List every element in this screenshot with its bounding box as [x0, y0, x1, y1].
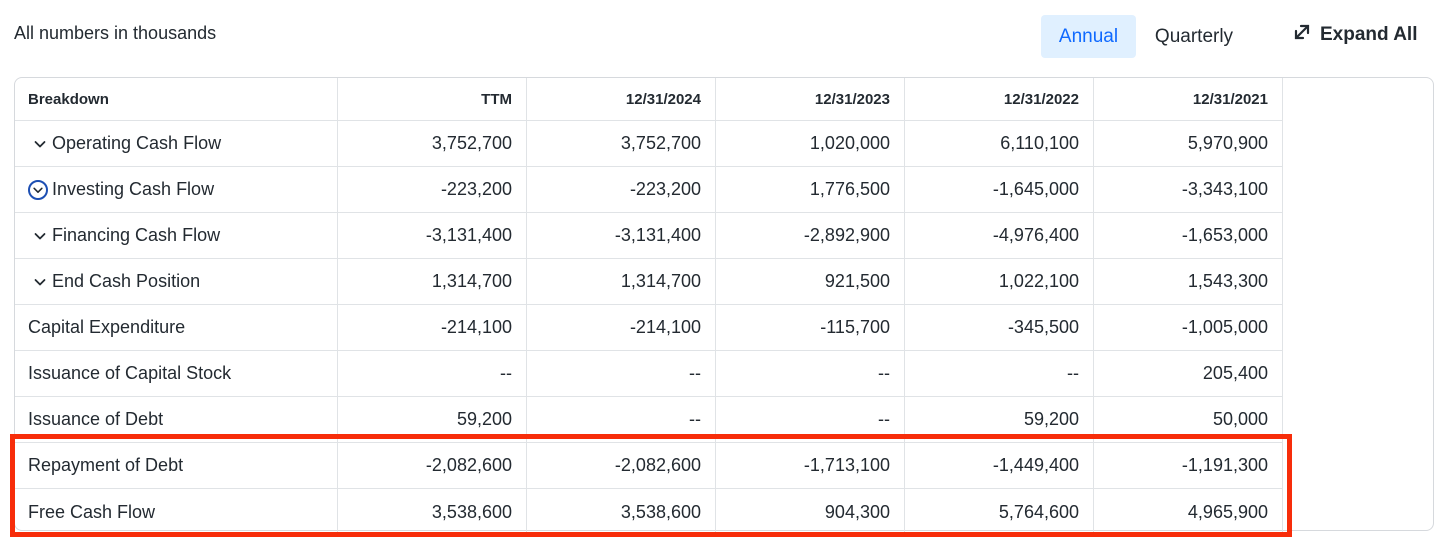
row-label-free-cash-flow: Free Cash Flow	[15, 489, 338, 535]
table-cell: -3,343,100	[1094, 167, 1283, 212]
table-cell: --	[527, 351, 716, 396]
row-label-issuance-of-debt: Issuance of Debt	[15, 397, 338, 442]
table-row: Issuance of Capital Stock -- -- -- -- 20…	[15, 351, 1283, 397]
column-header-2024: 12/31/2024	[527, 78, 716, 120]
table-cell: -1,645,000	[905, 167, 1094, 212]
table-cell: 205,400	[1094, 351, 1283, 396]
table-row: Investing Cash Flow -223,200 -223,200 1,…	[15, 167, 1283, 213]
table-cell: 5,764,600	[905, 489, 1094, 535]
row-label-capital-expenditure: Capital Expenditure	[15, 305, 338, 350]
table-row: Financing Cash Flow -3,131,400 -3,131,40…	[15, 213, 1283, 259]
table-cell: 904,300	[716, 489, 905, 535]
table-cell: -2,082,600	[527, 443, 716, 488]
table-cell: -1,005,000	[1094, 305, 1283, 350]
table-cell: -1,449,400	[905, 443, 1094, 488]
table-cell: 6,110,100	[905, 121, 1094, 166]
chevron-down-icon[interactable]	[28, 270, 52, 294]
table-cell: -2,892,900	[716, 213, 905, 258]
table-cell: 1,776,500	[716, 167, 905, 212]
table-cell: 1,022,100	[905, 259, 1094, 304]
table-cell: 3,752,700	[338, 121, 527, 166]
column-header-ttm: TTM	[338, 78, 527, 120]
table-frame	[14, 77, 1434, 531]
table-cell: --	[905, 351, 1094, 396]
row-label-financing-cash-flow[interactable]: Financing Cash Flow	[15, 213, 338, 258]
table-cell: 5,970,900	[1094, 121, 1283, 166]
table-cell: -4,976,400	[905, 213, 1094, 258]
table-header-row: Breakdown TTM 12/31/2024 12/31/2023 12/3…	[15, 78, 1283, 121]
table-cell: --	[338, 351, 527, 396]
expand-all-label: Expand All	[1320, 24, 1418, 45]
table-cell: 50,000	[1094, 397, 1283, 442]
table-cell: 1,020,000	[716, 121, 905, 166]
table-cell: --	[716, 397, 905, 442]
column-header-2021: 12/31/2021	[1094, 78, 1283, 120]
quarterly-toggle-button[interactable]: Quarterly	[1139, 15, 1249, 58]
row-label-text: Investing Cash Flow	[52, 179, 215, 199]
table-cell: 1,314,700	[338, 259, 527, 304]
table-row: Capital Expenditure -214,100 -214,100 -1…	[15, 305, 1283, 351]
table-cell: 3,538,600	[338, 489, 527, 535]
annual-toggle-button[interactable]: Annual	[1041, 15, 1136, 58]
table-row: Free Cash Flow 3,538,600 3,538,600 904,3…	[15, 489, 1283, 535]
chevron-down-icon[interactable]	[28, 132, 52, 156]
table-row: Issuance of Debt 59,200 -- -- 59,200 50,…	[15, 397, 1283, 443]
column-header-2022: 12/31/2022	[905, 78, 1094, 120]
table-cell: 3,752,700	[527, 121, 716, 166]
row-label-end-cash-position[interactable]: End Cash Position	[15, 259, 338, 304]
chevron-down-icon[interactable]	[28, 179, 48, 200]
row-label-text: Operating Cash Flow	[52, 133, 222, 153]
table-cell: -1,713,100	[716, 443, 905, 488]
table-cell: 1,543,300	[1094, 259, 1283, 304]
table-row: End Cash Position 1,314,700 1,314,700 92…	[15, 259, 1283, 305]
table-cell: -345,500	[905, 305, 1094, 350]
row-label-investing-cash-flow[interactable]: Investing Cash Flow	[15, 167, 338, 212]
table-cell: -1,653,000	[1094, 213, 1283, 258]
column-header-2023: 12/31/2023	[716, 78, 905, 120]
row-label-issuance-of-capital-stock: Issuance of Capital Stock	[15, 351, 338, 396]
table-cell: -214,100	[338, 305, 527, 350]
chevron-down-icon[interactable]	[28, 224, 52, 248]
expand-all-button[interactable]: Expand All	[1292, 15, 1417, 55]
table-cell: -3,131,400	[527, 213, 716, 258]
table-cell: -3,131,400	[338, 213, 527, 258]
row-label-text: End Cash Position	[52, 271, 201, 291]
units-note: All numbers in thousands	[14, 23, 217, 43]
table-cell: 59,200	[905, 397, 1094, 442]
table-cell: -1,191,300	[1094, 443, 1283, 488]
row-label-operating-cash-flow[interactable]: Operating Cash Flow	[15, 121, 338, 166]
column-header-breakdown: Breakdown	[15, 78, 338, 120]
row-label-repayment-of-debt: Repayment of Debt	[15, 443, 338, 488]
table-cell: -115,700	[716, 305, 905, 350]
table-cell: 921,500	[716, 259, 905, 304]
row-label-text: Financing Cash Flow	[52, 225, 221, 245]
table-cell: -2,082,600	[338, 443, 527, 488]
table-cell: -223,200	[338, 167, 527, 212]
table-cell: 59,200	[338, 397, 527, 442]
table-cell: 3,538,600	[527, 489, 716, 535]
table-cell: 1,314,700	[527, 259, 716, 304]
table-cell: -223,200	[527, 167, 716, 212]
table-cell: --	[527, 397, 716, 442]
cash-flow-table: Breakdown TTM 12/31/2024 12/31/2023 12/3…	[15, 78, 1283, 535]
table-cell: --	[716, 351, 905, 396]
table-cell: -214,100	[527, 305, 716, 350]
table-row: Operating Cash Flow 3,752,700 3,752,700 …	[15, 121, 1283, 167]
expand-arrows-icon	[1292, 22, 1312, 48]
table-cell: 4,965,900	[1094, 489, 1283, 535]
table-row: Repayment of Debt -2,082,600 -2,082,600 …	[15, 443, 1283, 489]
